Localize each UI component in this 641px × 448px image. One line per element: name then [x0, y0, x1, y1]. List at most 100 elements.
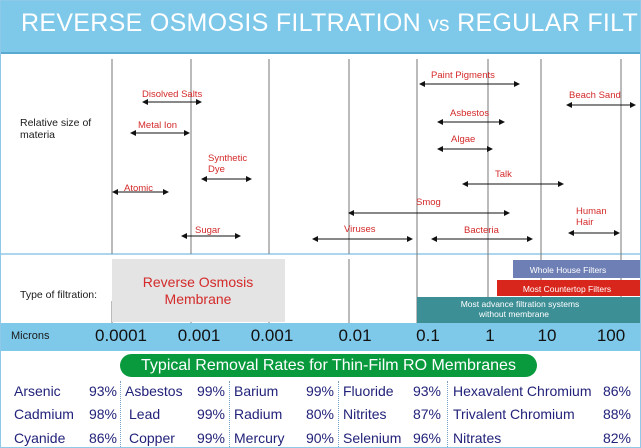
material-label: Synthetic: [208, 153, 247, 164]
contaminant-name: Trivalent Chromium: [453, 406, 575, 422]
column-divider: [120, 381, 121, 447]
advance-filtration-label: without membrane: [478, 309, 549, 319]
material-label: Human: [576, 206, 607, 217]
arrowhead-right: [184, 130, 190, 136]
contaminant-name: Arsenic: [14, 383, 61, 399]
microns-axis-bar: Microns 0.0001 0.001 0.001 0.01 0.1 1 10…: [1, 323, 640, 351]
removal-rates-title: Typical Removal Rates for Thin-Film RO M…: [120, 354, 537, 377]
tick-label: 0.001: [250, 326, 294, 345]
contaminant-name: Cyanide: [14, 430, 66, 446]
tick-label: 0.001: [177, 326, 221, 345]
column-divider: [229, 381, 230, 447]
arrowhead-left: [201, 176, 207, 182]
title-vs: vs: [428, 13, 450, 36]
ro-membrane-label: Reverse Osmosis: [143, 274, 253, 290]
whole-house-filters-block: [513, 260, 640, 278]
arrowhead-right: [487, 146, 493, 152]
arrowhead-left: [130, 130, 136, 136]
tick-label: 0.01: [338, 326, 372, 345]
arrowhead-left: [462, 181, 468, 187]
contaminant-rate: 93%: [88, 383, 117, 399]
contaminant-rate: 88%: [602, 406, 631, 422]
arrowhead-right: [246, 176, 252, 182]
arrowhead-right: [527, 236, 533, 242]
arrowhead-left: [431, 236, 437, 242]
tick-label: 0.1: [416, 326, 440, 345]
material-label: Paint Pigments: [431, 70, 495, 81]
arrowhead-right: [407, 236, 413, 242]
contaminant-name: Mercury: [234, 430, 285, 446]
contaminant-name: Lead: [129, 406, 161, 422]
contaminant-rate: 86%: [602, 383, 631, 399]
arrowhead-right: [614, 230, 620, 236]
countertop-filters-label: Most Countertop Filters: [523, 284, 611, 294]
material-label: Asbestos: [450, 108, 489, 119]
material-label: Hair: [576, 217, 593, 228]
contaminant-rate: 80%: [305, 406, 334, 422]
type-of-filtration-label: Type of filtration:: [20, 289, 97, 301]
contaminant-rate: 99%: [305, 383, 334, 399]
arrowhead-left: [142, 99, 148, 105]
contaminant-rate: 93%: [412, 383, 441, 399]
contaminant-rate: 99%: [196, 430, 225, 446]
tick-label: 1: [485, 326, 495, 345]
arrowhead-right: [514, 81, 520, 87]
arrowhead-right: [630, 102, 636, 108]
whole-house-filters-label: Whole House Filters: [530, 265, 607, 275]
title-rest: REGULAR FILTERS: [457, 9, 640, 37]
arrowhead-left: [566, 102, 572, 108]
contaminant-name: Barium: [234, 383, 279, 399]
contaminant-name: Fluoride: [343, 383, 394, 399]
contaminant-rate: 86%: [88, 430, 117, 446]
tick-label: 10: [537, 326, 557, 345]
material-label: Talk: [495, 169, 512, 180]
arrowhead-left: [312, 236, 318, 242]
contaminant-rate: 99%: [196, 383, 225, 399]
contaminant-rate: 87%: [412, 406, 441, 422]
material-label: Smog: [416, 197, 441, 208]
countertop-filters-block: [497, 280, 640, 296]
tick-label: 100: [596, 326, 626, 345]
contaminant-name: Radium: [234, 406, 283, 422]
arrowhead-left: [112, 189, 118, 195]
tick-label: 0.0001: [95, 326, 147, 345]
material-label: Algae: [451, 134, 475, 145]
arrowhead-left: [348, 210, 354, 216]
contaminant-name: Nitrates: [453, 430, 502, 446]
arrowhead-left: [437, 146, 443, 152]
contaminant-rate: 99%: [196, 406, 225, 422]
material-label: Metal Ion: [138, 120, 177, 131]
arrowhead-right: [235, 233, 241, 239]
material-label: Viruses: [344, 224, 376, 235]
ro-membrane-block: [112, 259, 285, 322]
material-label: Dye: [208, 164, 225, 175]
title-bar: REVERSE OSMOSIS FILTRATION vs REGULAR FI…: [1, 1, 640, 54]
column-divider: [447, 381, 448, 447]
contaminant-name: Nitrites: [343, 406, 387, 422]
contaminant-name: Asbestos: [125, 383, 183, 399]
contaminant-name: Copper: [129, 430, 175, 446]
advance-filtration-block: [417, 297, 640, 323]
title-main: REVERSE OSMOSIS FILTRATION: [21, 9, 421, 37]
arrowhead-left: [181, 233, 187, 239]
arrowhead-left: [419, 81, 425, 87]
page-title: REVERSE OSMOSIS FILTRATION vs REGULAR FI…: [21, 9, 640, 38]
material-label: Atomic: [124, 183, 153, 194]
arrowhead-left: [568, 230, 574, 236]
material-label: Sugar: [195, 225, 220, 236]
material-label: Disolved Salts: [142, 89, 202, 100]
contaminant-rate: 82%: [602, 430, 631, 446]
relative-size-label: materia: [20, 129, 55, 141]
contaminant-name: Selenium: [343, 430, 402, 446]
removal-rates-table: Arsenic 93% Cadmium 98% Cyanide 86% Asbe…: [1, 377, 640, 447]
arrowhead-right: [196, 99, 202, 105]
column-divider: [338, 381, 339, 447]
arrowhead-right: [499, 119, 505, 125]
material-label: Beach Sand: [569, 90, 621, 101]
contaminant-name: Cadmium: [14, 406, 74, 422]
arrowhead-right: [504, 210, 510, 216]
microns-axis-title: Microns: [11, 330, 50, 342]
contaminant-rate: 98%: [88, 406, 117, 422]
